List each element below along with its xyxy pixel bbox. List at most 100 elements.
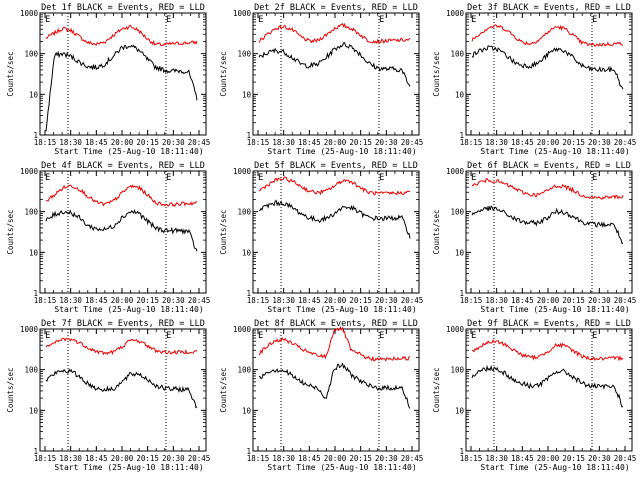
y-tick-label: 1000	[233, 9, 252, 18]
panel-title: Det 7f BLACK = Events, RED = LLD	[41, 319, 205, 329]
x-tick-label: 18:15	[34, 138, 57, 147]
y-tick-label: 100	[450, 366, 464, 375]
lld-series-line	[471, 339, 624, 362]
x-tick-label: 18:15	[247, 296, 270, 305]
x-axis-label: Start Time (25-Aug-10 18:11:40)	[54, 463, 203, 472]
y-tick-label: 100	[24, 366, 38, 375]
y-tick-label: 1	[33, 289, 38, 298]
x-tick-label: 18:15	[460, 296, 483, 305]
x-tick-label: 18:30	[485, 138, 508, 147]
y-tick-label: 10	[29, 90, 39, 99]
interval-marker-label: E	[592, 331, 597, 341]
lld-series-line	[45, 337, 198, 356]
interval-marker-label: E	[166, 15, 171, 25]
panel-title: Det 4f BLACK = Events, RED = LLD	[41, 161, 205, 171]
x-tick-label: 20:00	[537, 138, 560, 147]
panel-det-7: Det 7f BLACK = Events, RED = LLD 1 10 100 10…	[6, 319, 210, 472]
y-axis-label: Counts/sec	[432, 367, 441, 412]
x-tick-label: 18:15	[460, 454, 483, 463]
x-tick-label: 18:45	[85, 454, 108, 463]
y-tick-label: 1	[459, 289, 464, 298]
events-series-line	[471, 45, 624, 90]
y-tick-label: 1	[33, 447, 38, 456]
x-tick-label: 20:00	[324, 454, 347, 463]
interval-marker-label: E	[592, 15, 597, 25]
y-tick-label: 100	[237, 366, 251, 375]
x-tick-label: 20:00	[537, 454, 560, 463]
y-tick-label: 10	[29, 406, 39, 415]
x-tick-label: 20:45	[401, 138, 424, 147]
x-tick-label: 18:45	[298, 138, 321, 147]
y-axis-label: Counts/sec	[6, 51, 15, 96]
x-tick-label: 20:45	[401, 454, 424, 463]
x-tick-label: 18:30	[272, 296, 295, 305]
x-tick-label: 20:00	[111, 138, 134, 147]
panel-title: Det 3f BLACK = Events, RED = LLD	[467, 3, 631, 13]
y-tick-label: 10	[242, 90, 252, 99]
y-tick-label: 100	[450, 50, 464, 59]
x-tick-label: 20:30	[588, 138, 611, 147]
y-tick-label: 1000	[233, 325, 252, 334]
plot-frame	[252, 328, 420, 452]
interval-marker-label: E	[258, 331, 263, 341]
interval-marker-label: E	[45, 15, 50, 25]
x-tick-label: 20:15	[349, 454, 372, 463]
x-axis-label: Start Time (25-Aug-10 18:11:40)	[54, 305, 203, 314]
y-tick-label: 1	[459, 447, 464, 456]
y-tick-label: 10	[242, 248, 252, 257]
y-axis-label: Counts/sec	[6, 209, 15, 254]
events-series-line	[258, 199, 411, 239]
panel-title: Det 2f BLACK = Events, RED = LLD	[254, 3, 418, 13]
x-tick-label: 20:30	[162, 296, 185, 305]
x-tick-label: 18:30	[272, 138, 295, 147]
plot-frame	[465, 328, 633, 452]
x-tick-label: 20:45	[614, 138, 637, 147]
x-tick-label: 20:15	[136, 454, 159, 463]
x-axis-label: Start Time (25-Aug-10 18:11:40)	[480, 147, 629, 156]
interval-marker-label: E	[45, 331, 50, 341]
interval-marker-label: E	[379, 331, 384, 341]
x-tick-label: 18:45	[511, 138, 534, 147]
x-axis-label: Start Time (25-Aug-10 18:11:40)	[54, 147, 203, 156]
x-tick-label: 20:45	[188, 296, 211, 305]
y-axis-label: Counts/sec	[432, 51, 441, 96]
y-tick-label: 1	[459, 131, 464, 140]
y-axis-label: Counts/sec	[219, 367, 228, 412]
y-tick-label: 1000	[446, 325, 465, 334]
x-tick-label: 18:30	[59, 296, 82, 305]
x-tick-label: 18:15	[460, 138, 483, 147]
panel-det-1: Det 1f BLACK = Events, RED = LLD 1 10 100 10…	[6, 3, 210, 156]
lld-series-line	[259, 176, 411, 196]
interval-marker-label: E	[379, 15, 384, 25]
events-series-line	[471, 205, 624, 245]
x-tick-label: 18:45	[85, 138, 108, 147]
interval-marker-label: E	[166, 331, 171, 341]
plot-frame	[39, 170, 207, 294]
y-tick-label: 100	[24, 50, 38, 59]
y-tick-label: 1000	[20, 325, 39, 334]
interval-marker-label: E	[166, 173, 171, 183]
y-axis-label: Counts/sec	[219, 51, 228, 96]
plot-frame	[39, 12, 207, 136]
x-tick-label: 20:45	[614, 296, 637, 305]
panel-title: Det 6f BLACK = Events, RED = LLD	[467, 161, 631, 171]
x-tick-label: 18:45	[298, 296, 321, 305]
interval-marker-label: E	[379, 173, 384, 183]
y-tick-label: 1000	[20, 167, 39, 176]
x-axis-label: Start Time (25-Aug-10 18:11:40)	[480, 305, 629, 314]
x-tick-label: 18:45	[511, 454, 534, 463]
x-tick-label: 20:15	[562, 454, 585, 463]
x-tick-label: 18:15	[34, 296, 57, 305]
events-series-line	[45, 44, 198, 132]
x-tick-label: 20:15	[349, 296, 372, 305]
y-tick-label: 100	[237, 50, 251, 59]
panel-det-5: Det 5f BLACK = Events, RED = LLD 1 10 100 10…	[219, 161, 423, 314]
y-tick-label: 1000	[446, 167, 465, 176]
x-tick-label: 20:30	[375, 454, 398, 463]
panel-det-9: Det 9f BLACK = Events, RED = LLD 1 10 100 10…	[432, 319, 636, 472]
x-tick-label: 18:30	[272, 454, 295, 463]
lld-series-line	[45, 184, 197, 207]
x-tick-label: 20:00	[324, 296, 347, 305]
x-axis-label: Start Time (25-Aug-10 18:11:40)	[267, 463, 416, 472]
